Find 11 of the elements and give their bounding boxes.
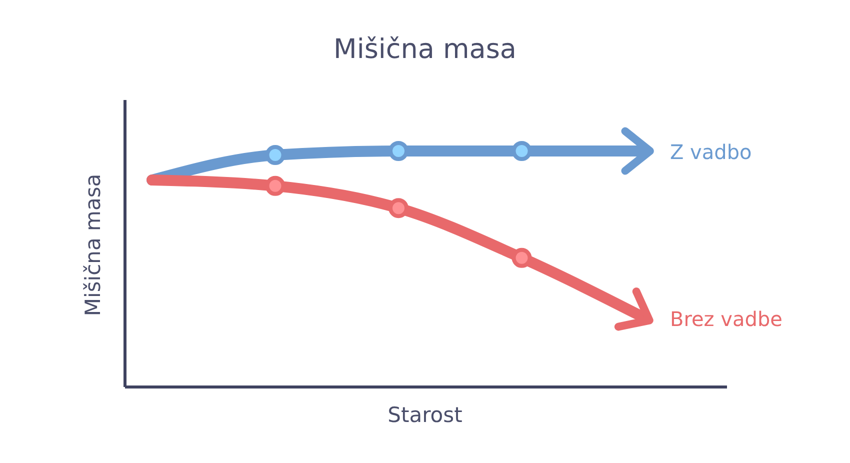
- point: [265, 145, 286, 166]
- chart-title: Mišična masa: [334, 34, 516, 65]
- series-label: Brez vadbe: [670, 307, 782, 332]
- point: [265, 176, 286, 196]
- y-axis-title: Mišična masa: [81, 174, 105, 316]
- point: [512, 248, 532, 268]
- x-axis-title: Starost: [388, 403, 462, 427]
- point: [512, 141, 532, 161]
- point: [388, 198, 408, 218]
- point: [388, 141, 408, 161]
- series-label: Z vadbo: [670, 140, 752, 164]
